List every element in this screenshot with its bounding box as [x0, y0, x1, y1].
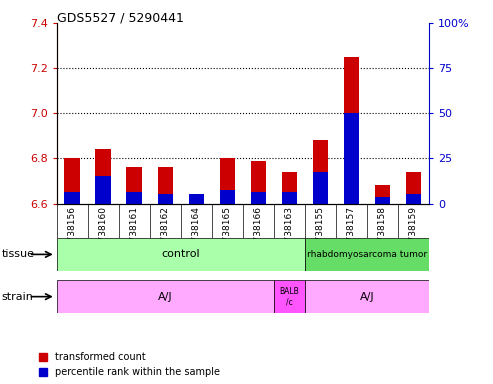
Bar — [188, 194, 204, 204]
Bar — [219, 190, 235, 204]
Bar — [57, 280, 274, 313]
Text: control: control — [161, 249, 200, 260]
Bar — [313, 140, 328, 204]
Bar — [344, 57, 359, 204]
Text: GSM738158: GSM738158 — [378, 206, 387, 261]
Bar — [96, 177, 111, 204]
Bar — [344, 113, 359, 204]
Text: GSM738156: GSM738156 — [68, 206, 77, 261]
Bar — [65, 192, 80, 204]
Bar — [305, 280, 429, 313]
Bar — [96, 149, 111, 204]
Text: BALB
/c: BALB /c — [280, 287, 299, 306]
Bar — [274, 280, 305, 313]
Text: GSM738166: GSM738166 — [254, 206, 263, 261]
Text: GSM738163: GSM738163 — [285, 206, 294, 261]
Bar — [127, 192, 142, 204]
Text: GSM738164: GSM738164 — [192, 206, 201, 261]
Bar — [375, 185, 390, 204]
Text: GSM738155: GSM738155 — [316, 206, 325, 261]
Text: GSM738162: GSM738162 — [161, 206, 170, 261]
Bar — [65, 158, 80, 204]
Text: strain: strain — [1, 291, 34, 302]
Text: GDS5527 / 5290441: GDS5527 / 5290441 — [57, 12, 183, 25]
Bar — [188, 197, 204, 204]
Bar — [406, 172, 421, 204]
Text: tissue: tissue — [1, 249, 35, 260]
Text: GSM738161: GSM738161 — [130, 206, 139, 261]
Text: GSM738160: GSM738160 — [99, 206, 108, 261]
Bar — [313, 172, 328, 204]
Bar — [282, 192, 297, 204]
Text: A/J: A/J — [359, 291, 374, 302]
Legend: transformed count, percentile rank within the sample: transformed count, percentile rank withi… — [39, 353, 220, 377]
Bar — [406, 194, 421, 204]
Bar — [250, 161, 266, 204]
Bar — [157, 194, 173, 204]
Text: GSM738157: GSM738157 — [347, 206, 356, 261]
Bar — [282, 172, 297, 204]
Bar — [57, 238, 305, 271]
Text: GSM738159: GSM738159 — [409, 206, 418, 261]
Bar — [305, 238, 429, 271]
Bar — [219, 158, 235, 204]
Bar — [157, 167, 173, 204]
Bar — [127, 167, 142, 204]
Text: GSM738165: GSM738165 — [223, 206, 232, 261]
Bar — [250, 192, 266, 204]
Text: rhabdomyosarcoma tumor: rhabdomyosarcoma tumor — [307, 250, 427, 259]
Bar — [375, 197, 390, 204]
Text: A/J: A/J — [158, 291, 173, 302]
